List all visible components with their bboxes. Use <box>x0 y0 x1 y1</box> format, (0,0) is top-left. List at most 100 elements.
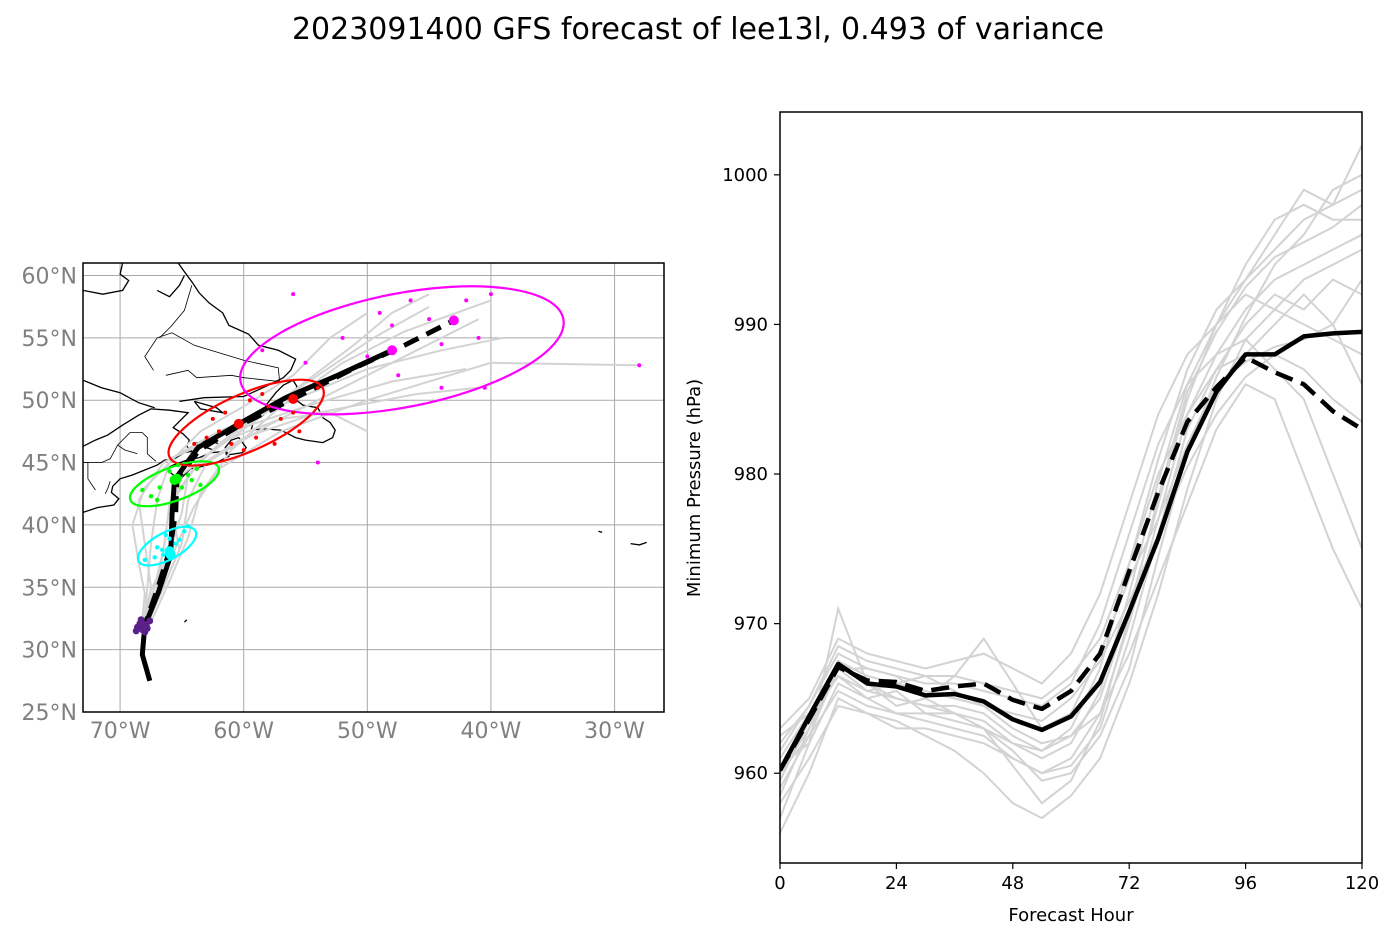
map-lon-tick-label: 70°W <box>90 719 151 744</box>
position-point-hour-24 <box>163 532 169 538</box>
x-tick-label: 120 <box>1345 873 1379 894</box>
border-line <box>159 285 193 339</box>
pressure-ensemble-line <box>780 248 1362 834</box>
pressure-ensemble-line <box>780 293 1362 730</box>
position-point-hour-120 <box>390 323 395 328</box>
ellipse-hour-48 <box>128 460 221 508</box>
pressure-mean-solid <box>780 329 1362 772</box>
coastline <box>183 619 188 623</box>
position-point-hour-72 <box>223 410 228 415</box>
position-point-hour-72 <box>278 416 283 421</box>
ensemble-track <box>138 305 430 630</box>
coastline <box>630 541 647 546</box>
position-point-hour-24 <box>152 555 157 560</box>
position-point-hour-120 <box>340 335 345 340</box>
coastline <box>193 400 226 414</box>
position-point-hour-48 <box>189 477 194 483</box>
position-point-hour-120 <box>637 363 642 368</box>
position-point-hour-120 <box>377 310 382 315</box>
position-point-hour-72 <box>315 385 320 390</box>
position-point-hour-120 <box>482 385 487 390</box>
position-point-hour-72 <box>254 435 259 440</box>
y-axis-label: Minimum Pressure (hPa) <box>684 379 705 597</box>
position-point-hour-72 <box>210 416 215 421</box>
ensemble-track <box>145 361 640 627</box>
position-point-hour-120 <box>427 317 432 322</box>
pressure-ensemble-line <box>780 278 1362 804</box>
ensemble-track <box>143 411 368 627</box>
position-point-hour-24 <box>161 552 166 558</box>
map-lat-tick-label: 50°N <box>22 389 77 414</box>
border-line <box>144 332 281 382</box>
border-line <box>117 444 138 455</box>
coastline <box>598 530 603 534</box>
mean-marker-dashed <box>171 473 182 484</box>
map-longitude-ticks: 70°W 60°W 50°W 40°W 30°W <box>90 719 645 744</box>
border-line <box>104 481 111 494</box>
map-latitude-ticks: 25°N 30°N 35°N 40°N 45°N 50°N 55°N 60°N <box>22 264 77 726</box>
map-lon-tick-label: 30°W <box>584 719 645 744</box>
position-point-hour-24 <box>159 547 165 553</box>
mean-marker-solid <box>139 620 150 631</box>
position-point-hour-72 <box>216 429 221 434</box>
pressure-ensemble-lines <box>780 144 1362 834</box>
position-point-hour-72 <box>297 429 302 434</box>
position-point-hour-120 <box>476 335 481 340</box>
y-tick-label: 990 <box>734 314 768 335</box>
position-point-hour-72 <box>247 398 252 403</box>
position-point-hour-120 <box>291 292 296 297</box>
position-points <box>132 292 642 636</box>
position-point-hour-48 <box>185 472 191 478</box>
position-point-hour-72 <box>260 391 265 396</box>
position-point-hour-120 <box>365 354 370 359</box>
ensemble-track <box>150 299 492 623</box>
ensemble-track <box>131 368 467 631</box>
mean-marker-dashed <box>288 393 299 404</box>
pressure-frame <box>779 111 1363 864</box>
x-tick-label: 96 <box>1234 873 1257 894</box>
pressure-panel: 0 24 48 72 96 120 960 970 980 990 1000 Forecast H… <box>684 111 1379 926</box>
map-lat-tick-label: 60°N <box>22 264 77 289</box>
map-lon-tick-label: 50°W <box>337 719 398 744</box>
map-lat-tick-label: 25°N <box>22 701 77 726</box>
pressure-ensemble-line <box>780 203 1362 782</box>
position-point-hour-120 <box>439 342 444 347</box>
position-point-hour-48 <box>148 494 154 499</box>
mean-tracks <box>139 318 456 682</box>
map-gridlines <box>83 263 664 712</box>
position-point-hour-48 <box>154 497 160 503</box>
y-tick-label: 970 <box>734 614 768 635</box>
y-tick-label: 1000 <box>722 165 768 186</box>
position-point-hour-72 <box>241 448 246 453</box>
position-point-hour-24 <box>182 528 187 534</box>
pressure-ensemble-line <box>780 173 1362 797</box>
pressure-ensemble-line <box>780 204 1362 805</box>
border-line <box>83 432 157 464</box>
position-point-hour-120 <box>408 298 413 303</box>
pressure-ensemble-line <box>780 382 1362 759</box>
position-point-hour-24 <box>173 541 178 546</box>
ensemble-track <box>146 318 480 626</box>
position-point-hour-0 <box>132 627 140 635</box>
y-tick-label: 980 <box>734 464 768 485</box>
map-frame <box>82 262 665 713</box>
x-axis-label: Forecast Hour <box>1008 905 1134 926</box>
position-point-hour-48 <box>167 469 172 474</box>
position-point-hour-120 <box>439 385 444 390</box>
position-point-hour-48 <box>140 487 145 493</box>
position-point-hour-120 <box>315 460 320 465</box>
position-point-hour-120 <box>303 360 308 365</box>
map-lat-tick-label: 55°N <box>22 327 77 352</box>
map-lat-tick-label: 30°N <box>22 639 77 664</box>
y-tick-label: 960 <box>734 763 768 784</box>
border-line <box>83 462 96 491</box>
position-point-hour-48 <box>179 485 185 490</box>
map-lon-tick-label: 60°W <box>213 719 274 744</box>
pressure-ensemble-line <box>780 144 1362 789</box>
coastline <box>83 379 155 409</box>
position-point-hour-48 <box>157 485 162 490</box>
position-point-hour-72 <box>192 441 197 446</box>
position-point-hour-120 <box>396 373 401 378</box>
x-tick-label: 72 <box>1118 873 1141 894</box>
